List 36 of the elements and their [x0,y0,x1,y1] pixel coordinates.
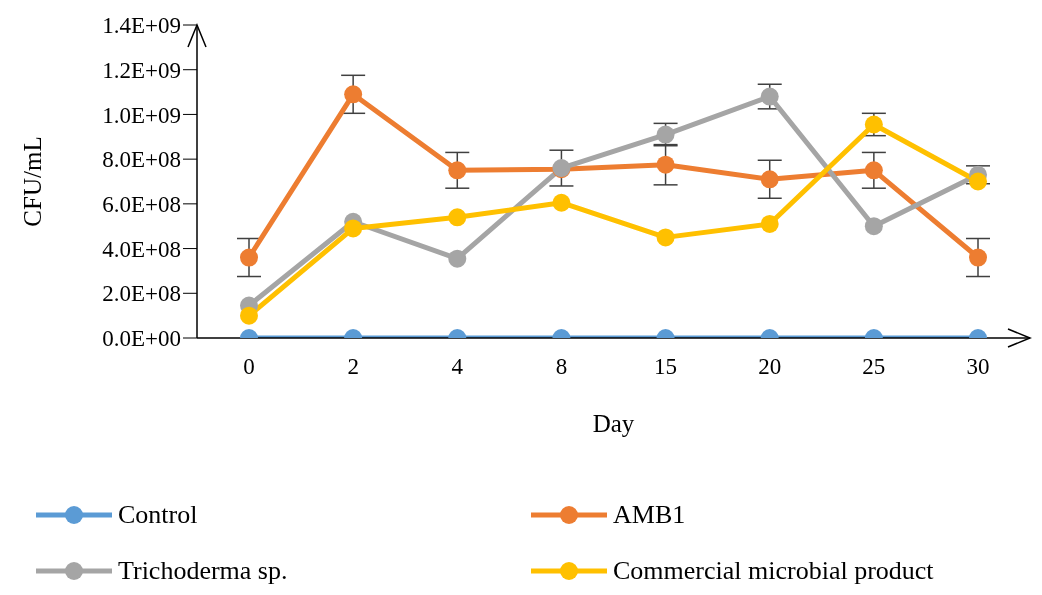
point [760,214,779,233]
point [448,161,467,180]
y-axis-title: CFU/mL [18,136,46,227]
point [448,249,467,268]
y-tick-label: 8.0E+08 [102,147,181,173]
point [448,208,467,227]
point [864,161,883,180]
point [344,219,363,238]
y-tick-label: 1.4E+09 [102,13,181,39]
y-tick-label: 1.0E+09 [102,102,181,128]
legend-label: AMB1 [613,500,686,530]
y-tick-label: 0.0E+00 [102,326,181,352]
legend-label: Trichoderma sp. [118,556,288,586]
y-tick-label: 2.0E+08 [102,281,181,307]
x-tick-label: 15 [654,354,678,380]
x-tick-label: 20 [758,354,782,380]
point [656,228,675,247]
point [240,248,258,267]
point [760,170,779,189]
legend-label: Commercial microbial product [613,556,934,586]
point [969,248,987,267]
x-tick-label: 30 [966,354,990,380]
point [552,193,571,212]
point [969,172,987,191]
point [656,155,675,174]
y-tick-label: 1.2E+09 [102,57,181,83]
x-axis-title: Day [592,410,635,437]
y-tick-label: 6.0E+08 [102,192,181,218]
x-tick-label: 4 [451,354,464,380]
y-tick-label: 4.0E+08 [102,236,181,262]
legend-label: Control [118,500,198,530]
x-tick-label: 8 [555,354,568,380]
x-tick-label: 25 [862,354,886,380]
point [864,217,883,236]
x-tick-label: 0 [243,354,255,380]
x-tick-label: 2 [347,354,359,380]
